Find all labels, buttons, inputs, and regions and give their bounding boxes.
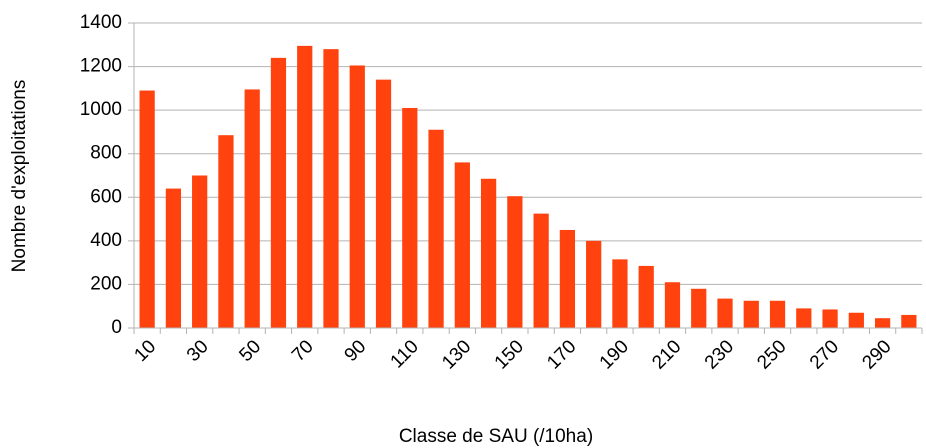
- y-tick-label: 600: [90, 186, 122, 207]
- x-tick-label: 10: [130, 336, 160, 366]
- x-tick-label: 90: [341, 336, 371, 366]
- x-tick-label: 70: [288, 336, 318, 366]
- bar: [297, 45, 313, 328]
- bar: [612, 259, 628, 328]
- bar: [559, 229, 576, 328]
- y-tick-label: 400: [90, 230, 122, 251]
- x-axis-label: Classe de SAU (/10ha): [399, 426, 593, 447]
- y-tick-label: 1000: [80, 99, 122, 120]
- bar: [901, 314, 917, 328]
- bar: [848, 312, 864, 328]
- bar: [454, 162, 470, 328]
- x-tick-label: 270: [806, 336, 843, 373]
- bar: [796, 308, 812, 328]
- bar: [638, 265, 654, 328]
- bar: [533, 213, 549, 328]
- y-tick-label: 800: [90, 143, 122, 164]
- x-tick-label: 290: [858, 336, 895, 373]
- y-axis-label: Nombre d'exploitations: [9, 80, 30, 273]
- bar: [139, 90, 155, 329]
- x-tick-label: 230: [701, 336, 738, 373]
- bar: [691, 288, 707, 328]
- bar: [874, 318, 891, 328]
- bar: [822, 309, 838, 328]
- bar: [507, 196, 523, 328]
- bar: [664, 282, 681, 328]
- bar: [769, 300, 786, 328]
- x-tick-label: 250: [753, 336, 790, 373]
- bar: [244, 89, 260, 328]
- bar: [349, 65, 365, 328]
- bar: [218, 135, 234, 328]
- bar: [428, 129, 444, 328]
- bar: [323, 49, 339, 329]
- x-tick-label: 150: [491, 336, 528, 373]
- x-tick-label: 190: [596, 336, 633, 373]
- y-tick-label: 0: [111, 317, 122, 338]
- x-tick-label: 130: [438, 336, 475, 373]
- y-tick-label: 1200: [80, 56, 122, 77]
- x-tick-label: 30: [183, 336, 213, 366]
- bar: [480, 178, 497, 328]
- bar: [743, 300, 759, 328]
- bar: [717, 298, 733, 328]
- bar: [586, 240, 602, 328]
- bar: [402, 107, 418, 328]
- y-tick-label: 200: [90, 273, 122, 294]
- bar: [375, 79, 392, 329]
- x-tick-label: 210: [648, 336, 685, 373]
- bar: [270, 57, 287, 328]
- x-tick-label: 50: [235, 336, 265, 366]
- bar: [165, 188, 182, 328]
- bar: [192, 175, 208, 328]
- x-tick-label: 170: [543, 336, 580, 373]
- y-tick-label: 1400: [80, 12, 122, 33]
- x-tick-label: 110: [387, 336, 423, 372]
